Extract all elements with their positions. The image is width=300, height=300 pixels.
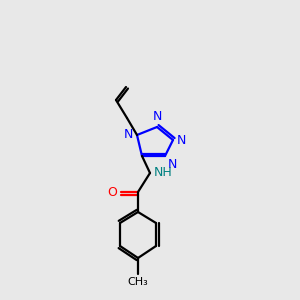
Text: N: N [124, 128, 133, 142]
Text: O: O [107, 185, 117, 199]
Text: CH₃: CH₃ [128, 277, 148, 287]
Text: NH: NH [154, 167, 173, 179]
Text: N: N [152, 110, 162, 123]
Text: N: N [168, 158, 177, 171]
Text: N: N [177, 134, 186, 146]
